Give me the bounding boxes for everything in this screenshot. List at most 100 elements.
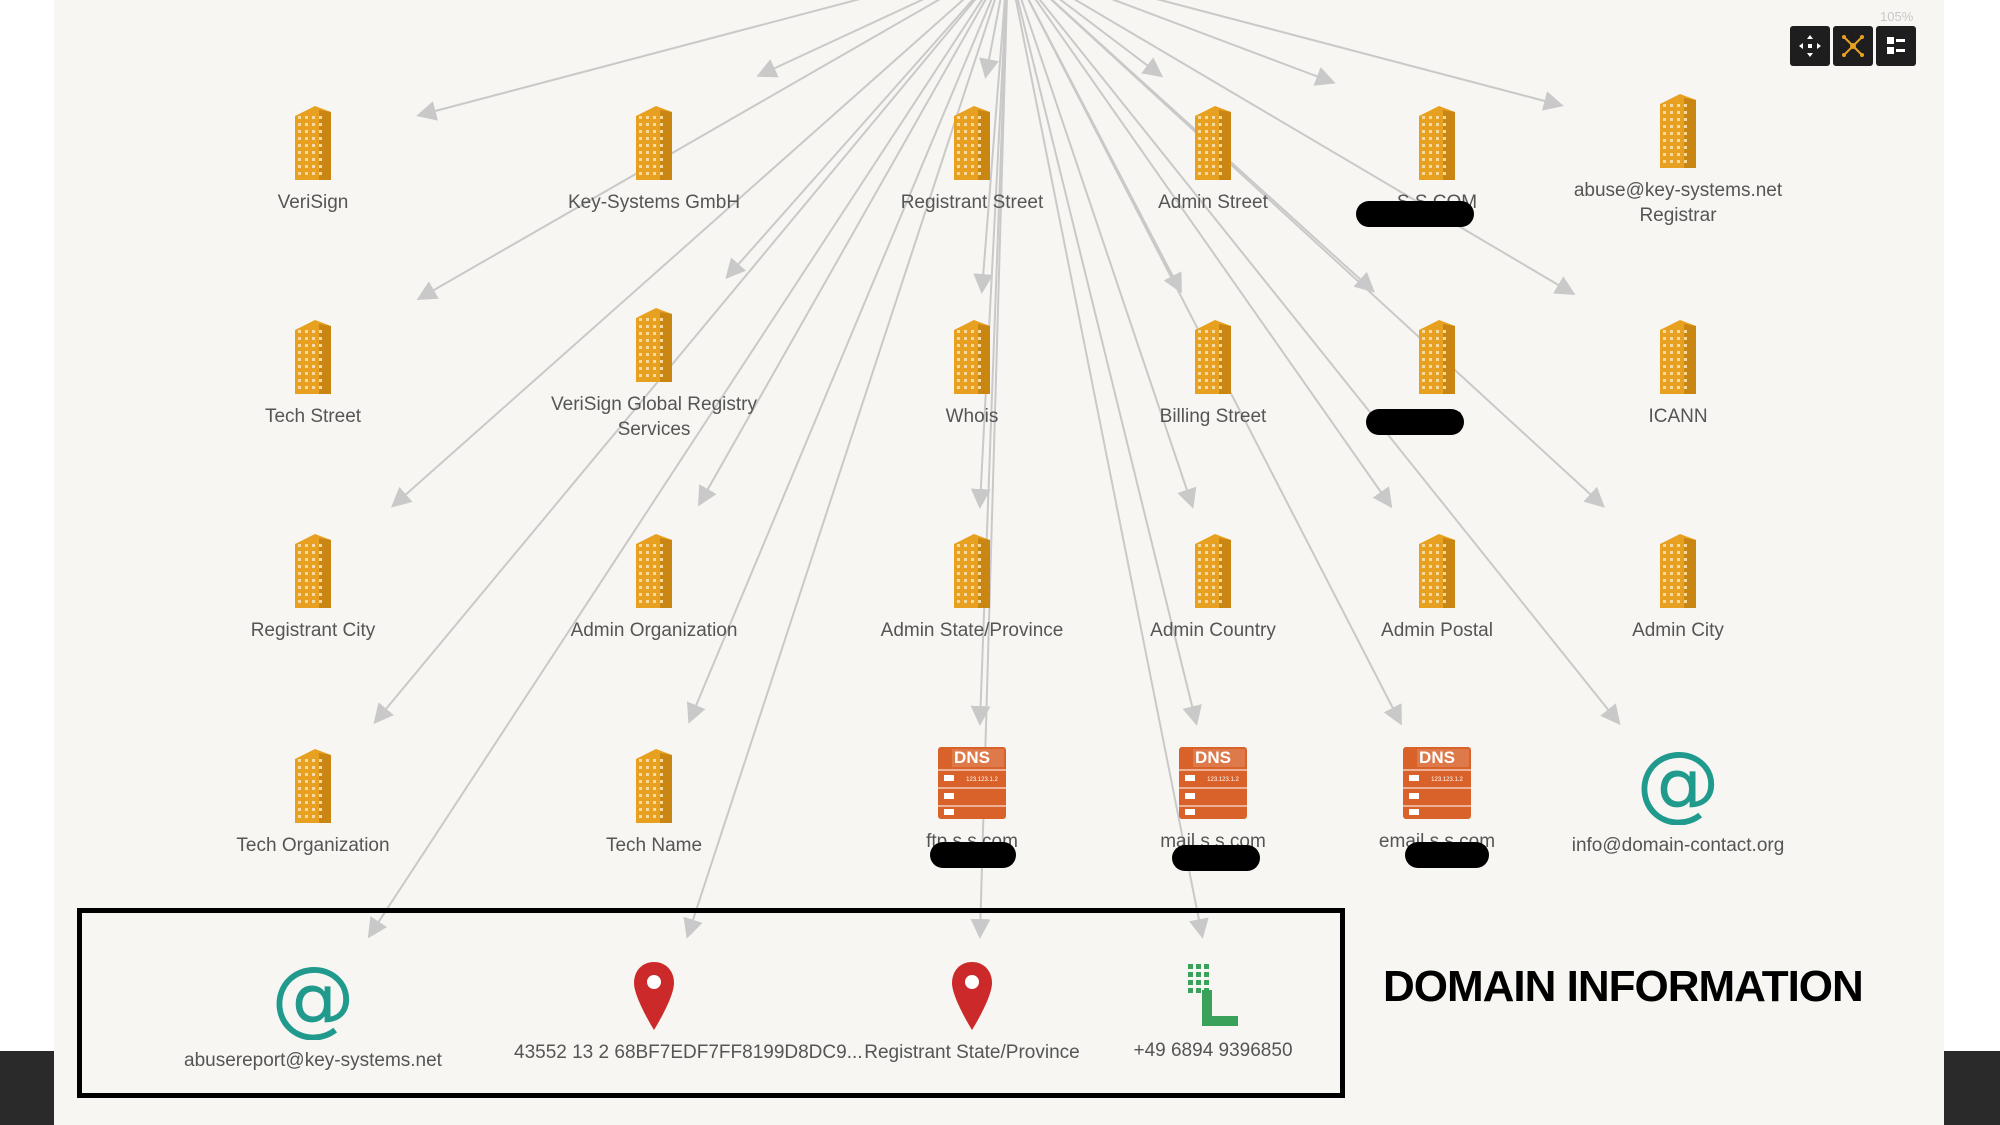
graph-node-icann[interactable]: ICANN (1538, 316, 1818, 429)
layout-button[interactable] (1833, 26, 1873, 66)
graph-edge (1020, 0, 1197, 509)
dns-server-icon: DNS 123.123.1.2 (1179, 747, 1247, 819)
map-pin-icon (952, 962, 992, 1030)
building-icon (954, 534, 990, 608)
node-label-line2: Services (617, 419, 691, 440)
graph-edge (725, 0, 974, 279)
node-label: Tech Name (605, 835, 703, 856)
graph-node-tech-name[interactable]: Tech Name (514, 745, 794, 858)
redaction-mark (1366, 409, 1464, 435)
node-label-line2: Registrar (1639, 205, 1717, 226)
graph-node-admin-state[interactable]: Admin State/Province (832, 530, 1112, 643)
graph-edge (1014, 0, 1209, 939)
svg-text:123.123.1.2: 123.123.1.2 (1207, 777, 1239, 783)
building-icon (1660, 534, 1696, 608)
building-icon (1195, 106, 1231, 180)
graph-node-admin-city[interactable]: Admin City (1538, 530, 1818, 643)
redaction-mark (1356, 201, 1474, 227)
node-label: +49 6894 9396850 (1133, 1040, 1293, 1061)
node-label: Admin Organization (570, 620, 738, 641)
svg-text:@: @ (1638, 745, 1718, 825)
graph-node-registrant-street[interactable]: Registrant Street (832, 102, 1112, 215)
building-icon (295, 534, 331, 608)
list-view-button[interactable] (1876, 26, 1916, 66)
graph-edge (756, 0, 925, 78)
node-label: Registrant Street (900, 192, 1044, 213)
node-label: info@domain-contact.org (1571, 835, 1785, 856)
graph-node-location-hash[interactable]: 43552 13 2 68BF7EDF7FF8199D8DC9... (514, 960, 863, 1065)
graph-node-abuse-registrar[interactable]: abuse@key-systems.net Registrar (1538, 90, 1818, 228)
graph-edge (698, 0, 987, 507)
building-icon (1660, 320, 1696, 394)
building-icon (636, 749, 672, 823)
building-icon (1660, 94, 1696, 168)
svg-text:@: @ (273, 960, 353, 1040)
node-label: Key-Systems GmbH (567, 192, 741, 213)
graph-node-registrant-city[interactable]: Registrant City (173, 530, 453, 643)
svg-text:123.123.1.2: 123.123.1.2 (1431, 777, 1463, 783)
graph-edge (973, 0, 1006, 294)
graph-node-admin-street[interactable]: Admin Street (1073, 102, 1353, 215)
redaction-mark (930, 842, 1016, 868)
graph-node-verisign[interactable]: VeriSign (173, 102, 453, 215)
graph-node-registrant-state[interactable]: Registrant State/Province (832, 960, 1112, 1065)
graph-node-tech-organization[interactable]: Tech Organization (173, 745, 453, 858)
graph-edge (686, 0, 993, 724)
building-icon (636, 308, 672, 382)
node-label: Admin State/Province (880, 620, 1064, 641)
graph-node-admin-postal[interactable]: Admin Postal (1297, 530, 1577, 643)
graph-node-abusereport-email[interactable]: @ abusereport@key-systems.net (173, 960, 453, 1073)
building-icon (295, 749, 331, 823)
graph-node-com-redacted[interactable]: S S.COM (1297, 102, 1577, 215)
annotation-title: DOMAIN INFORMATION (1383, 962, 1864, 1011)
graph-edge (416, 0, 941, 300)
svg-text:123.123.1.2: 123.123.1.2 (966, 777, 998, 783)
phone-icon (1188, 964, 1238, 1026)
building-icon (1419, 534, 1455, 608)
node-label: Admin City (1632, 620, 1724, 641)
node-label: Tech Organization (236, 835, 390, 856)
right-edge-bar (1944, 1051, 2000, 1125)
node-label: Admin Country (1150, 620, 1276, 641)
graph-node-mail-dns[interactable]: DNS 123.123.1.2 mail.s s.com (1073, 745, 1353, 854)
layout-icon (1842, 35, 1864, 57)
graph-edge (373, 0, 977, 725)
node-label: Tech Street (264, 406, 362, 427)
node-label: Registrant State/Province (864, 1042, 1080, 1063)
building-icon (295, 320, 331, 394)
graph-edge (391, 0, 965, 508)
graph-node-whois[interactable]: Whois (832, 316, 1112, 429)
graph-node-email-dns[interactable]: DNS 123.123.1.2 email.s s.com (1297, 745, 1577, 854)
dns-server-icon: DNS 123.123.1.2 (938, 747, 1006, 819)
node-label: VeriSign (277, 192, 349, 213)
at-sign-icon: @ (1638, 745, 1718, 825)
node-label: abuse@key-systems.net (1573, 180, 1783, 201)
graph-edge (979, 0, 1002, 79)
graph-edge (1111, 0, 1336, 86)
graph-node-phone[interactable]: +49 6894 9396850 (1073, 960, 1353, 1063)
node-label: Registrant City (250, 620, 376, 641)
fit-view-button[interactable] (1790, 26, 1830, 66)
node-label: 43552 13 2 68BF7EDF7FF8199D8DC9... (514, 1042, 863, 1063)
building-icon (1195, 534, 1231, 608)
list-view-icon (1887, 37, 1905, 54)
graph-node-tech-street[interactable]: Tech Street (173, 316, 453, 429)
graph-node-admin-country[interactable]: Admin Country (1073, 530, 1353, 643)
graph-edge (1156, 0, 1564, 111)
graph-node-verisign-global[interactable]: VeriSign Global Registry Services (514, 304, 794, 442)
graph-edge (416, 0, 861, 121)
graph-edge (970, 0, 1007, 509)
building-icon (1419, 320, 1455, 394)
node-label: Admin Street (1158, 192, 1268, 213)
graph-node-billing-street[interactable]: Billing Street (1073, 316, 1353, 429)
building-icon (636, 106, 672, 180)
svg-text:DNS: DNS (1419, 748, 1455, 767)
zoom-level: 105% (1880, 9, 1914, 24)
graph-node-key-systems[interactable]: Key-Systems GmbH (514, 102, 794, 215)
graph-toolbar (1790, 26, 1916, 66)
graph-node-ftp-dns[interactable]: DNS 123.123.1.2 ftp.s s.com (832, 745, 1112, 854)
graph-node-info-email[interactable]: @ info@domain-contact.org (1538, 745, 1818, 858)
graph-edge (367, 0, 984, 939)
graph-node-admin-organization[interactable]: Admin Organization (514, 530, 794, 643)
